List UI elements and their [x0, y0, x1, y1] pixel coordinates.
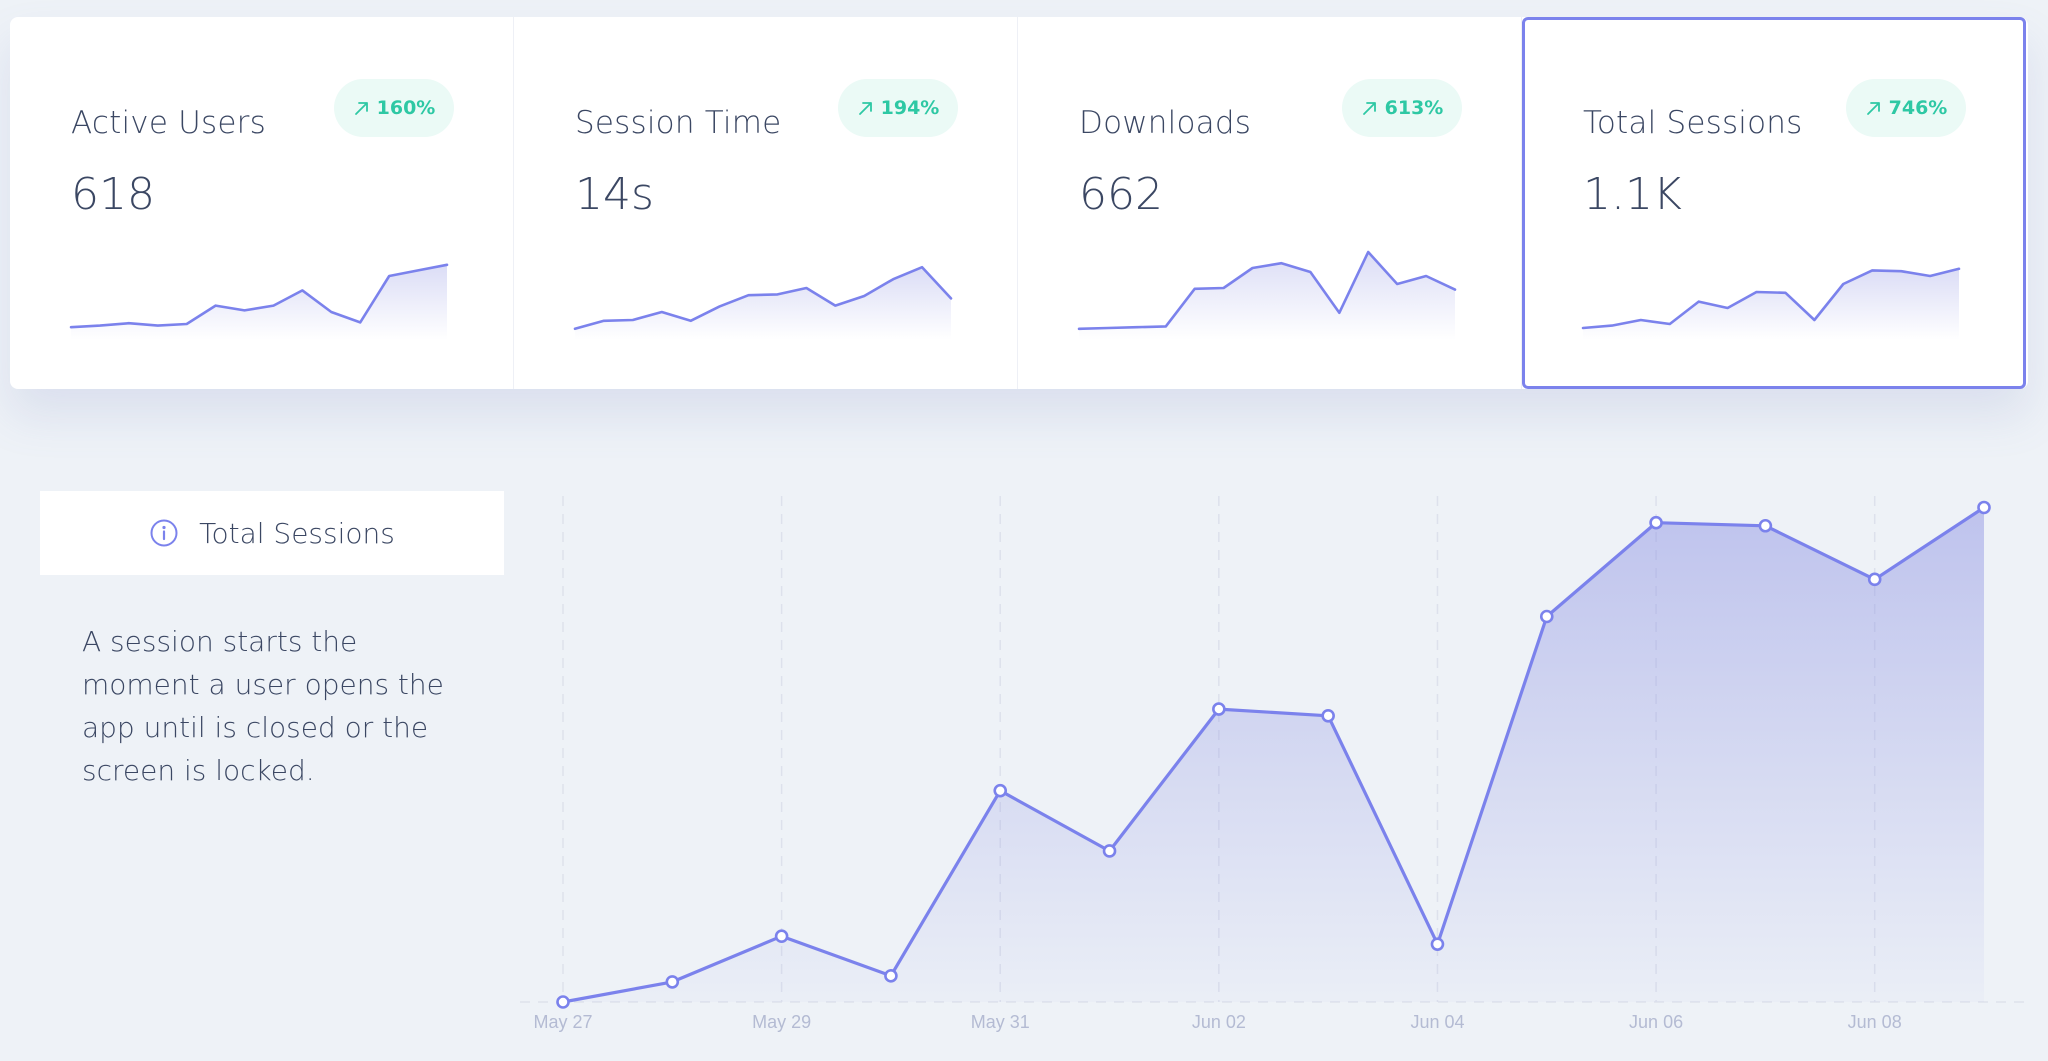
change-badge: 613% [1342, 79, 1462, 137]
kpi-value: 662 [1079, 169, 1163, 220]
info-header: Total Sessions [40, 491, 504, 575]
kpi-row: Active Users 618 160% Session Time 14s 1… [10, 17, 2028, 389]
x-tick-label: Jun 04 [1410, 1012, 1464, 1032]
x-tick-label: May 27 [533, 1012, 592, 1032]
data-point[interactable] [1977, 500, 1991, 515]
sparkline-line [1581, 267, 1961, 330]
change-badge: 746% [1846, 79, 1966, 137]
kpi-title: Downloads [1079, 105, 1252, 141]
sparkline-line [1077, 250, 1457, 331]
x-tick-label: Jun 02 [1192, 1012, 1246, 1032]
kpi-value: 1.1K [1583, 169, 1682, 220]
kpi-title: Session Time [575, 105, 782, 141]
change-value: 194% [880, 97, 940, 119]
series-area [563, 507, 1984, 1002]
data-point[interactable] [556, 995, 570, 1009]
data-point[interactable] [993, 783, 1008, 798]
x-tick-label: Jun 06 [1629, 1012, 1683, 1032]
sparkline [573, 265, 953, 340]
sparkline [1581, 267, 1961, 340]
x-tick-label: May 31 [971, 1012, 1030, 1032]
data-point[interactable] [1649, 515, 1663, 530]
kpi-title: Total Sessions [1583, 105, 1803, 141]
data-point[interactable] [1212, 702, 1226, 716]
info-title: Total Sessions [199, 516, 395, 550]
info-circle-icon[interactable] [149, 518, 179, 548]
data-point[interactable] [1102, 844, 1117, 858]
info-description: A session starts the moment a user opens… [82, 625, 444, 787]
arrow-up-right-icon [1865, 99, 1883, 117]
change-value: 160% [376, 97, 436, 119]
data-point[interactable] [1867, 572, 1882, 587]
data-point[interactable] [1430, 937, 1445, 951]
sparkline [1077, 250, 1457, 340]
change-value: 746% [1888, 97, 1948, 119]
series-line [561, 505, 1986, 1004]
data-point[interactable] [665, 975, 680, 989]
data-point[interactable] [774, 929, 789, 944]
change-badge: 194% [838, 79, 958, 137]
arrow-up-right-icon [857, 99, 875, 117]
sparkline [69, 263, 449, 340]
change-badge: 160% [334, 79, 454, 137]
kpi-title: Active Users [71, 105, 266, 141]
kpi-value: 14s [575, 169, 654, 220]
data-point[interactable] [1539, 609, 1554, 624]
sparkline-line [573, 265, 953, 331]
change-value: 613% [1384, 97, 1444, 119]
kpi-card-active-users[interactable]: Active Users 618 160% [10, 17, 514, 389]
data-point[interactable] [884, 969, 898, 983]
data-point[interactable] [1758, 518, 1773, 533]
sparkline-area [71, 264, 447, 340]
sparkline-area [575, 267, 951, 340]
kpi-value: 618 [71, 169, 155, 220]
kpi-card-downloads[interactable]: Downloads 662 613% [1018, 17, 1522, 389]
x-tick-label: May 29 [752, 1012, 811, 1032]
arrow-up-right-icon [1361, 99, 1379, 117]
arrow-up-right-icon [353, 99, 371, 117]
sparkline-area [1583, 268, 1959, 340]
x-tick-label: Jun 08 [1848, 1012, 1902, 1032]
kpi-card-total-sessions[interactable]: Total Sessions 1.1K 746% [1522, 17, 2026, 389]
sparkline-line [69, 263, 449, 329]
data-point[interactable] [1321, 708, 1335, 723]
kpi-card-session-time[interactable]: Session Time 14s 194% [514, 17, 1018, 389]
